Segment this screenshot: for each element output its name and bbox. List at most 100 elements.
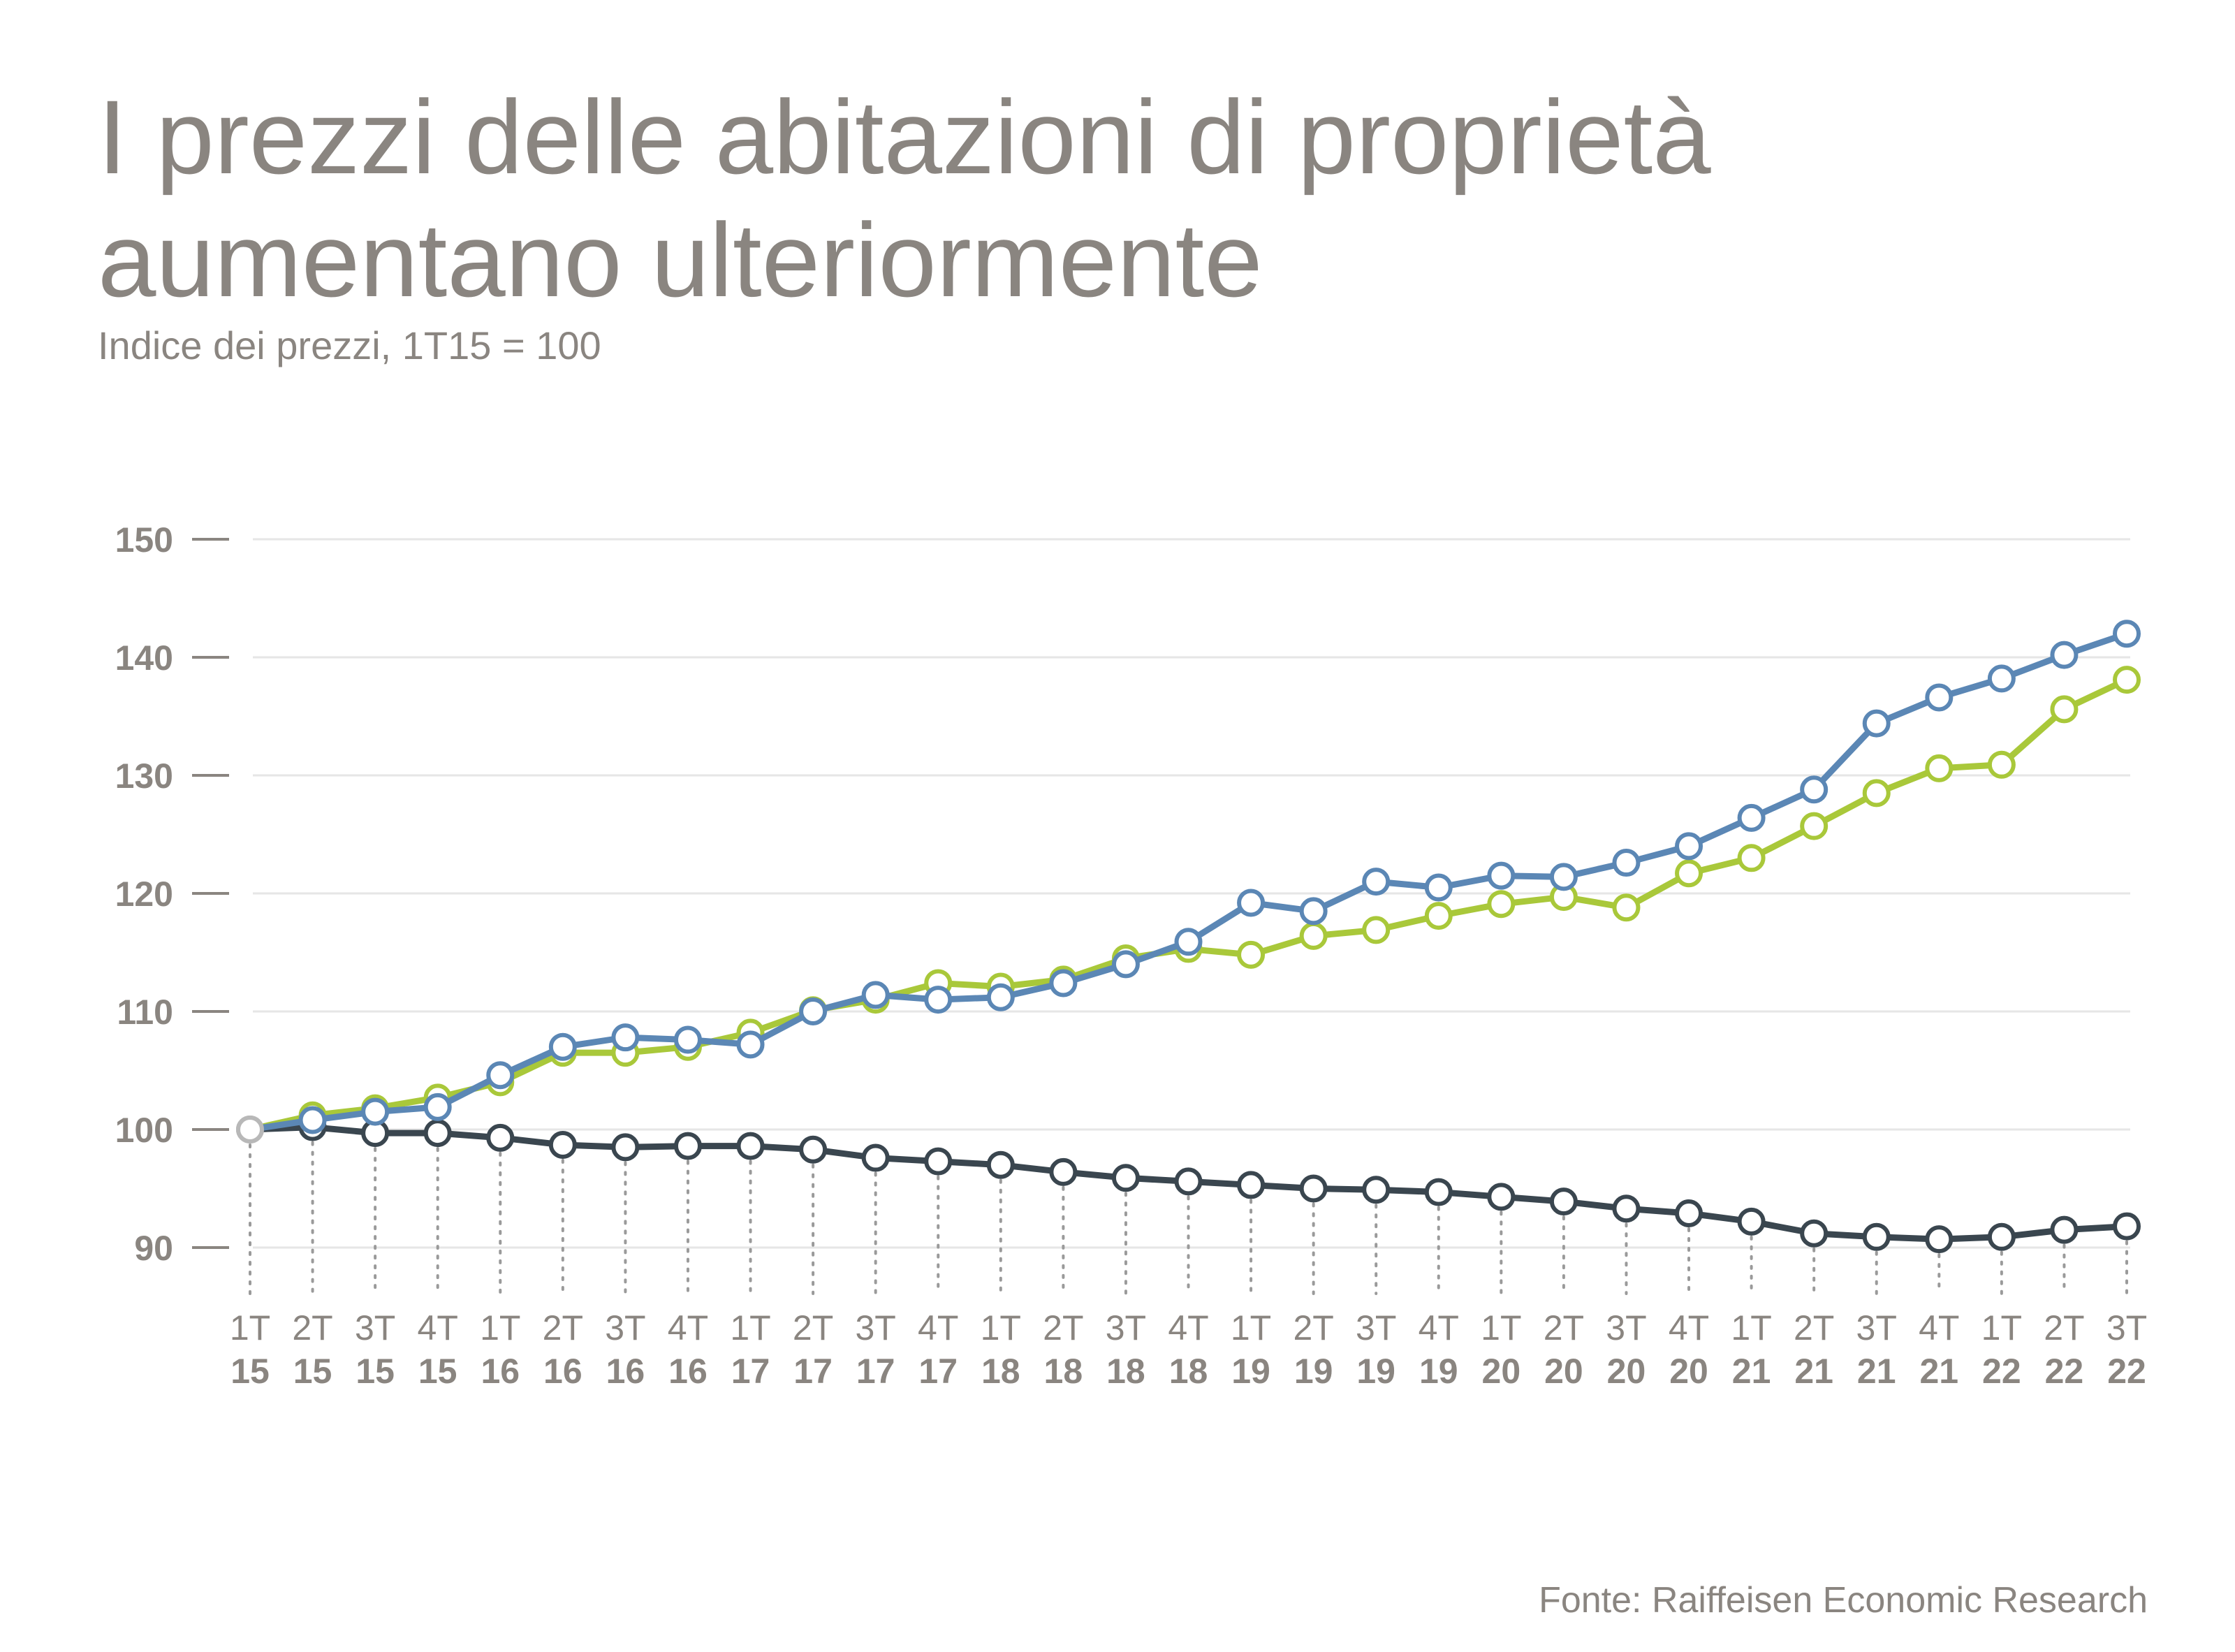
x-tick-quarter: 1T <box>230 1308 270 1347</box>
data-point-blue <box>486 1061 515 1090</box>
x-tick-year: 22 <box>1982 1352 2021 1391</box>
x-tick-year: 18 <box>1044 1352 1083 1391</box>
data-point-dark <box>423 1119 452 1148</box>
data-point-green <box>1612 893 1641 922</box>
data-point-dark <box>611 1133 640 1162</box>
x-tick-year: 17 <box>918 1352 958 1391</box>
data-point-blue <box>861 981 890 1009</box>
x-tick-year: 17 <box>793 1352 833 1391</box>
y-tick-label: 90 <box>134 1229 173 1268</box>
series <box>236 620 2141 1254</box>
data-point-blue <box>361 1097 390 1126</box>
source-note: Fonte: Raiffeisen Economic Research <box>1539 1580 2148 1621</box>
data-point-blue <box>1987 664 2016 693</box>
x-tick-year: 21 <box>1732 1352 1771 1391</box>
x-tick-quarter: 3T <box>1606 1308 1646 1347</box>
data-point-dark <box>799 1135 828 1164</box>
x-tick-year: 20 <box>1544 1352 1583 1391</box>
data-point-dark <box>1737 1207 1766 1236</box>
data-point-blue <box>2050 641 2079 669</box>
data-point-blue <box>423 1092 452 1121</box>
title-line-1: I prezzi delle abitazioni di proprietà <box>98 78 1711 196</box>
data-point-blue <box>924 986 953 1014</box>
x-tick-year: 17 <box>856 1352 895 1391</box>
x-tick-year: 15 <box>293 1352 332 1391</box>
data-point-blue <box>1800 775 1829 804</box>
data-point-dark <box>1549 1187 1578 1216</box>
x-tick-quarter: 1T <box>1231 1308 1271 1347</box>
x-axis: 1T 15 2T 15 3T 15 4T 15 1T 16 2T 16 3T 16 4T 16 1T 17 2T 17… <box>230 1308 2147 1391</box>
x-tick-quarter: 4T <box>1919 1308 1959 1347</box>
data-point-green <box>1362 916 1391 944</box>
x-tick-quarter: 1T <box>480 1308 520 1347</box>
x-tick-quarter: 3T <box>355 1308 395 1347</box>
data-point-green <box>1862 779 1891 807</box>
x-tick-quarter: 4T <box>418 1308 458 1347</box>
data-point-dark <box>1612 1194 1641 1223</box>
y-tick-label: 100 <box>115 1111 173 1150</box>
data-point-green <box>1737 844 1766 872</box>
x-tick-year: 20 <box>1482 1352 1521 1391</box>
data-point-dark <box>1424 1178 1453 1206</box>
data-point-green <box>1925 754 1954 782</box>
x-tick-quarter: 2T <box>1293 1308 1333 1347</box>
x-tick-quarter: 4T <box>1669 1308 1709 1347</box>
data-point-dark <box>861 1143 890 1172</box>
y-tick-label: 130 <box>115 756 173 796</box>
data-point-dark <box>1111 1164 1140 1192</box>
x-tick-year: 21 <box>1794 1352 1833 1391</box>
data-point-blue <box>1424 873 1453 902</box>
data-point-dark <box>1299 1174 1328 1203</box>
x-tick-quarter: 4T <box>668 1308 708 1347</box>
x-tick-year: 19 <box>1419 1352 1458 1391</box>
x-tick-quarter: 3T <box>1856 1308 1897 1347</box>
y-tick-label: 140 <box>115 638 173 678</box>
data-point-blue <box>736 1030 765 1059</box>
data-point-blue <box>548 1032 577 1061</box>
series-green <box>236 666 2141 1143</box>
data-point-dark <box>1237 1171 1266 1199</box>
data-point-dark <box>1362 1176 1391 1204</box>
x-tick-quarter: 3T <box>855 1308 895 1347</box>
x-tick-year: 16 <box>668 1352 708 1391</box>
data-point-dark <box>1174 1167 1203 1196</box>
data-point-dark <box>2113 1212 2141 1241</box>
series-dark <box>236 1113 2141 1254</box>
data-point-green <box>1675 859 1703 888</box>
data-point-dark <box>2050 1215 2079 1244</box>
x-tick-quarter: 2T <box>1544 1308 1584 1347</box>
y-tick-label: 150 <box>115 520 173 560</box>
data-point-blue <box>1299 897 1328 926</box>
x-tick-year: 22 <box>2107 1352 2146 1391</box>
data-point-dark <box>1925 1225 1954 1254</box>
x-tick-year: 19 <box>1356 1352 1395 1391</box>
data-point-dark <box>486 1123 515 1152</box>
x-tick-year: 19 <box>1231 1352 1270 1391</box>
x-tick-quarter: 1T <box>730 1308 770 1347</box>
data-point-blue <box>2113 620 2141 648</box>
data-point-blue <box>1925 683 1954 712</box>
subtitle: Indice dei prezzi, 1T15 = 100 <box>98 323 601 367</box>
y-tick-label: 110 <box>117 993 173 1032</box>
x-tick-quarter: 2T <box>543 1308 583 1347</box>
x-tick-year: 16 <box>481 1352 520 1391</box>
x-tick-year: 18 <box>1106 1352 1145 1391</box>
data-point-green <box>2113 666 2141 694</box>
x-tick-year: 15 <box>356 1352 395 1391</box>
x-tick-quarter: 4T <box>918 1308 958 1347</box>
data-point-blue <box>1237 889 1266 917</box>
x-tick-quarter: 2T <box>1043 1308 1083 1347</box>
data-point-blue <box>1675 832 1703 861</box>
data-point-dark <box>673 1132 702 1160</box>
x-tick-quarter: 4T <box>1168 1308 1208 1347</box>
x-tick-year: 18 <box>981 1352 1020 1391</box>
data-point-blue <box>1862 709 1891 738</box>
x-tick-quarter: 1T <box>1481 1308 1521 1347</box>
data-point-blue <box>986 983 1015 1011</box>
data-point-blue <box>298 1106 327 1134</box>
data-point-blue <box>1549 863 1578 891</box>
data-point-dark <box>1800 1219 1829 1248</box>
x-tick-quarter: 3T <box>1356 1308 1396 1347</box>
data-point-blue <box>236 1116 264 1143</box>
